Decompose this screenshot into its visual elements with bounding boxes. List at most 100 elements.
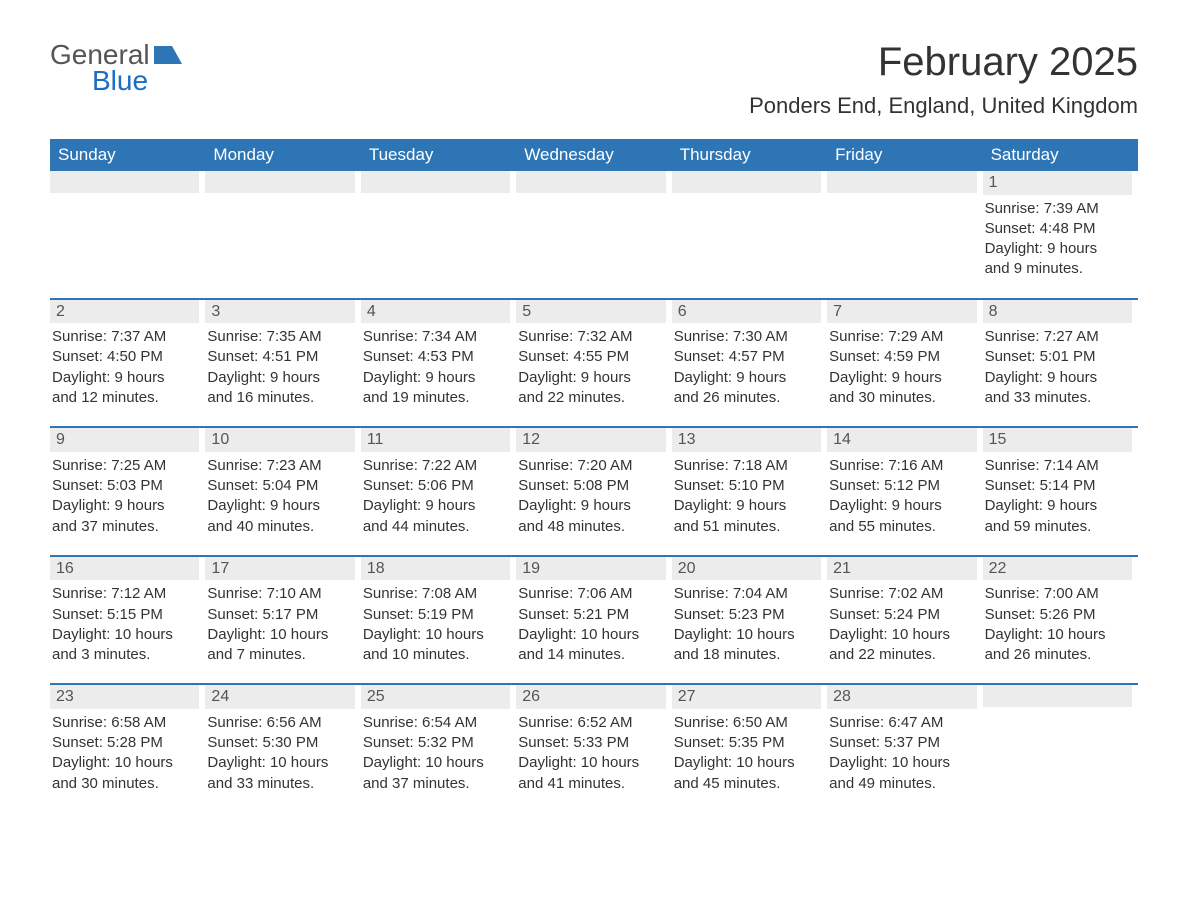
day-info: Sunrise: 7:20 AMSunset: 5:08 PMDaylight:…	[516, 456, 665, 537]
day-info: Sunrise: 7:25 AMSunset: 5:03 PMDaylight:…	[50, 456, 199, 537]
sunrise-text: Sunrise: 7:04 AM	[674, 584, 821, 604]
daylight2-text: and 22 minutes.	[518, 388, 665, 408]
day-info: Sunrise: 6:47 AMSunset: 5:37 PMDaylight:…	[827, 713, 976, 794]
calendar-grid: Sunday Monday Tuesday Wednesday Thursday…	[50, 139, 1138, 794]
dow-tuesday: Tuesday	[361, 139, 516, 171]
sunset-text: Sunset: 4:51 PM	[207, 347, 354, 367]
sunrise-text: Sunrise: 7:06 AM	[518, 584, 665, 604]
day-number: 27	[672, 685, 821, 709]
sunrise-text: Sunrise: 7:00 AM	[985, 584, 1132, 604]
day-number: 14	[827, 428, 976, 452]
day-cell	[672, 171, 827, 280]
day-cell	[50, 171, 205, 280]
daylight1-text: Daylight: 9 hours	[829, 496, 976, 516]
location: Ponders End, England, United Kingdom	[749, 93, 1138, 119]
daylight1-text: Daylight: 10 hours	[52, 753, 199, 773]
sunset-text: Sunset: 4:57 PM	[674, 347, 821, 367]
logo: General Blue	[50, 40, 182, 97]
daylight2-text: and 30 minutes.	[52, 774, 199, 794]
sunset-text: Sunset: 5:24 PM	[829, 605, 976, 625]
daylight1-text: Daylight: 9 hours	[363, 496, 510, 516]
sunrise-text: Sunrise: 7:12 AM	[52, 584, 199, 604]
daylight2-text: and 40 minutes.	[207, 517, 354, 537]
day-number: 19	[516, 557, 665, 581]
sunset-text: Sunset: 5:28 PM	[52, 733, 199, 753]
daylight1-text: Daylight: 9 hours	[52, 368, 199, 388]
daylight2-text: and 22 minutes.	[829, 645, 976, 665]
daylight2-text: and 51 minutes.	[674, 517, 821, 537]
day-cell: 11Sunrise: 7:22 AMSunset: 5:06 PMDayligh…	[361, 428, 516, 537]
daylight1-text: Daylight: 10 hours	[829, 625, 976, 645]
daylight2-text: and 59 minutes.	[985, 517, 1132, 537]
sunrise-text: Sunrise: 7:08 AM	[363, 584, 510, 604]
day-cell: 14Sunrise: 7:16 AMSunset: 5:12 PMDayligh…	[827, 428, 982, 537]
day-number	[50, 171, 199, 193]
day-info: Sunrise: 6:50 AMSunset: 5:35 PMDaylight:…	[672, 713, 821, 794]
day-cell: 24Sunrise: 6:56 AMSunset: 5:30 PMDayligh…	[205, 685, 360, 794]
day-number: 16	[50, 557, 199, 581]
day-info: Sunrise: 7:02 AMSunset: 5:24 PMDaylight:…	[827, 584, 976, 665]
day-cell: 23Sunrise: 6:58 AMSunset: 5:28 PMDayligh…	[50, 685, 205, 794]
sunrise-text: Sunrise: 7:25 AM	[52, 456, 199, 476]
sunset-text: Sunset: 4:48 PM	[985, 219, 1132, 239]
header: General Blue February 2025 Ponders End, …	[50, 40, 1138, 133]
day-info: Sunrise: 7:29 AMSunset: 4:59 PMDaylight:…	[827, 327, 976, 408]
daylight1-text: Daylight: 9 hours	[207, 496, 354, 516]
day-number: 1	[983, 171, 1132, 195]
day-cell	[361, 171, 516, 280]
daylight2-text: and 55 minutes.	[829, 517, 976, 537]
day-cell: 12Sunrise: 7:20 AMSunset: 5:08 PMDayligh…	[516, 428, 671, 537]
sunrise-text: Sunrise: 7:02 AM	[829, 584, 976, 604]
daylight2-text: and 33 minutes.	[985, 388, 1132, 408]
daylight2-text: and 37 minutes.	[52, 517, 199, 537]
day-cell	[205, 171, 360, 280]
daylight1-text: Daylight: 10 hours	[363, 625, 510, 645]
daylight1-text: Daylight: 10 hours	[518, 625, 665, 645]
day-info: Sunrise: 7:22 AMSunset: 5:06 PMDaylight:…	[361, 456, 510, 537]
day-info: Sunrise: 7:30 AMSunset: 4:57 PMDaylight:…	[672, 327, 821, 408]
day-cell: 22Sunrise: 7:00 AMSunset: 5:26 PMDayligh…	[983, 557, 1138, 666]
sunset-text: Sunset: 5:30 PM	[207, 733, 354, 753]
day-cell: 10Sunrise: 7:23 AMSunset: 5:04 PMDayligh…	[205, 428, 360, 537]
sunset-text: Sunset: 5:01 PM	[985, 347, 1132, 367]
day-info: Sunrise: 7:10 AMSunset: 5:17 PMDaylight:…	[205, 584, 354, 665]
sunset-text: Sunset: 5:19 PM	[363, 605, 510, 625]
sunset-text: Sunset: 5:21 PM	[518, 605, 665, 625]
logo-flag-icon	[154, 40, 182, 64]
daylight2-text: and 33 minutes.	[207, 774, 354, 794]
day-number: 4	[361, 300, 510, 324]
title-block: February 2025 Ponders End, England, Unit…	[749, 40, 1138, 133]
day-info: Sunrise: 7:12 AMSunset: 5:15 PMDaylight:…	[50, 584, 199, 665]
day-number: 9	[50, 428, 199, 452]
daylight1-text: Daylight: 10 hours	[52, 625, 199, 645]
day-info: Sunrise: 7:27 AMSunset: 5:01 PMDaylight:…	[983, 327, 1132, 408]
day-info: Sunrise: 7:04 AMSunset: 5:23 PMDaylight:…	[672, 584, 821, 665]
month-title: February 2025	[749, 40, 1138, 85]
daylight2-text: and 26 minutes.	[674, 388, 821, 408]
day-cell: 18Sunrise: 7:08 AMSunset: 5:19 PMDayligh…	[361, 557, 516, 666]
daylight1-text: Daylight: 10 hours	[518, 753, 665, 773]
daylight2-text: and 26 minutes.	[985, 645, 1132, 665]
day-number: 3	[205, 300, 354, 324]
day-cell: 27 Sunrise: 6:50 AMSunset: 5:35 PMDayligh…	[672, 685, 827, 794]
daylight2-text: and 18 minutes.	[674, 645, 821, 665]
day-cell: 5Sunrise: 7:32 AMSunset: 4:55 PMDaylight…	[516, 300, 671, 409]
day-info: Sunrise: 7:18 AMSunset: 5:10 PMDaylight:…	[672, 456, 821, 537]
daylight1-text: Daylight: 10 hours	[985, 625, 1132, 645]
day-cell: 26Sunrise: 6:52 AMSunset: 5:33 PMDayligh…	[516, 685, 671, 794]
day-number	[205, 171, 354, 193]
day-info: Sunrise: 6:52 AMSunset: 5:33 PMDaylight:…	[516, 713, 665, 794]
day-info: Sunrise: 7:08 AMSunset: 5:19 PMDaylight:…	[361, 584, 510, 665]
day-cell: 21Sunrise: 7:02 AMSunset: 5:24 PMDayligh…	[827, 557, 982, 666]
daylight2-text: and 44 minutes.	[363, 517, 510, 537]
day-info: Sunrise: 7:06 AMSunset: 5:21 PMDaylight:…	[516, 584, 665, 665]
day-cell: 16 Sunrise: 7:12 AMSunset: 5:15 PMDayligh…	[50, 557, 205, 666]
daylight1-text: Daylight: 9 hours	[985, 239, 1132, 259]
sunrise-text: Sunrise: 7:20 AM	[518, 456, 665, 476]
day-cell: 6Sunrise: 7:30 AMSunset: 4:57 PMDaylight…	[672, 300, 827, 409]
dow-thursday: Thursday	[672, 139, 827, 171]
sunrise-text: Sunrise: 7:22 AM	[363, 456, 510, 476]
daylight2-text: and 12 minutes.	[52, 388, 199, 408]
sunset-text: Sunset: 5:15 PM	[52, 605, 199, 625]
sunset-text: Sunset: 5:10 PM	[674, 476, 821, 496]
